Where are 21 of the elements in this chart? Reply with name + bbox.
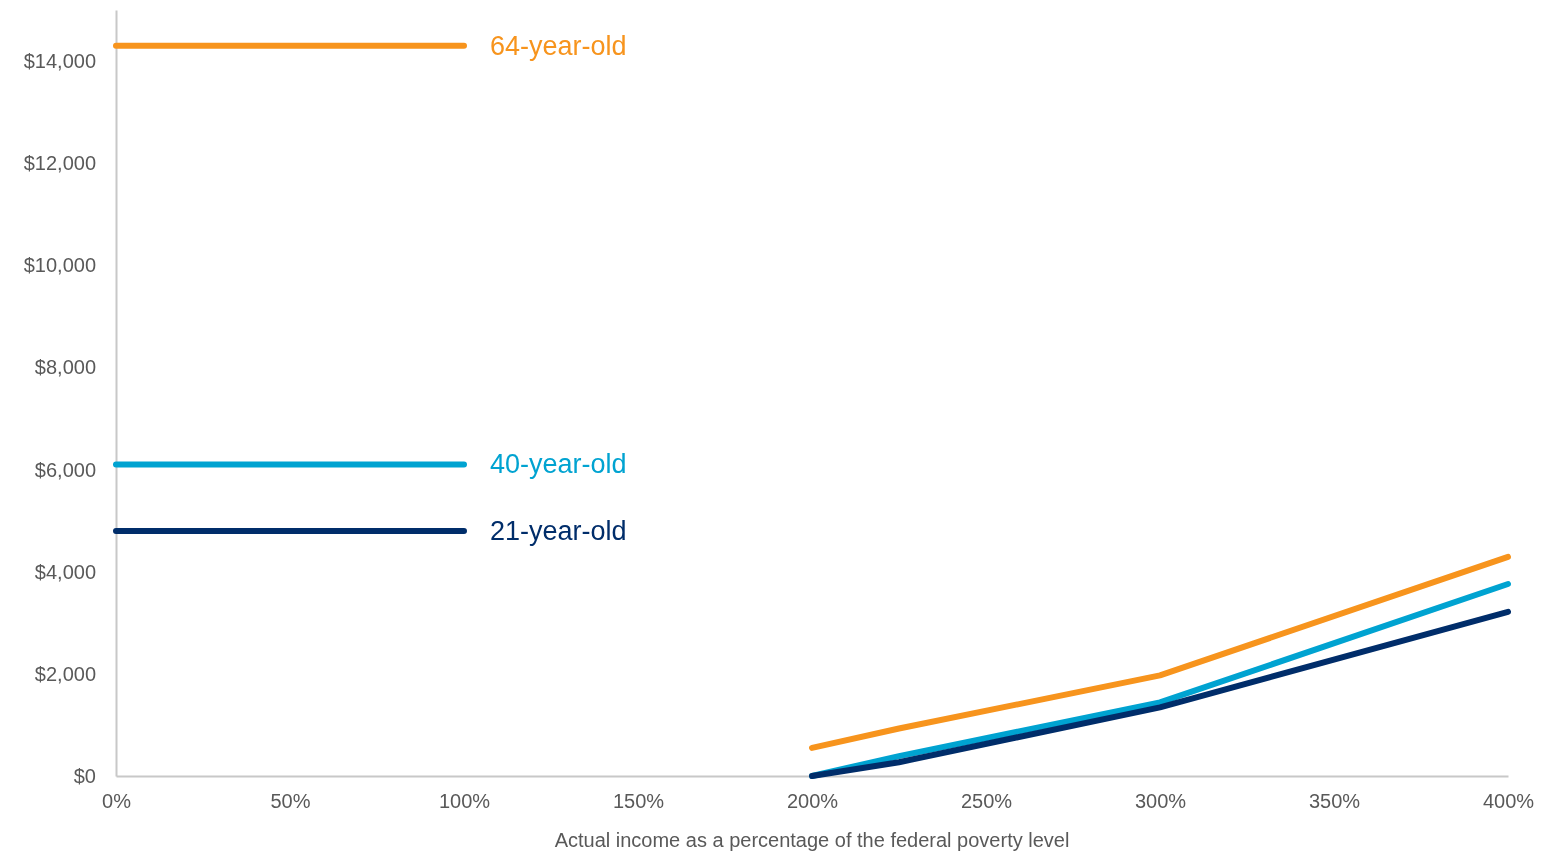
y-tick-label: $14,000 [23, 49, 96, 72]
x-tick-label: 350% [1308, 790, 1361, 813]
x-tick-label: 150% [612, 790, 665, 813]
x-axis-title: Actual income as a percentage of the federal poverty level [554, 829, 1070, 851]
y-tick-label: $0 [73, 764, 96, 787]
x-tick-label: 200% [786, 790, 839, 813]
x-tick-label: 100% [438, 790, 491, 813]
y-tick-label: $12,000 [23, 152, 96, 175]
x-tick-label: 0% [102, 790, 132, 813]
y-tick-label: $8,000 [34, 356, 96, 379]
y-tick-label: $6,000 [34, 458, 96, 481]
x-tick-label: 400% [1482, 790, 1535, 813]
y-tick-label: $2,000 [34, 662, 96, 685]
y-tick-label: $4,000 [34, 560, 96, 583]
y-tick-label: $10,000 [23, 254, 96, 277]
x-tick-label: 250% [960, 790, 1013, 813]
series-label: 64-year-old [490, 30, 627, 61]
x-tick-label: 300% [1134, 790, 1187, 813]
series-label: 40-year-old [490, 449, 627, 480]
series-label: 21-year-old [490, 515, 627, 546]
x-tick-label: 50% [270, 790, 311, 813]
